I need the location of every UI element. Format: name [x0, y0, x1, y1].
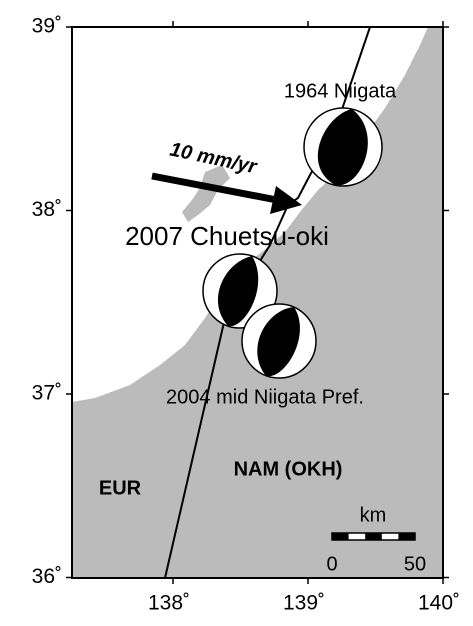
lat-tick-label: 39˚: [32, 15, 62, 38]
label: 2004 mid Niigata Pref.: [166, 386, 364, 408]
velocity-arrow: [151, 172, 283, 205]
lon-tick-label: 138˚: [148, 592, 190, 615]
scale-label: 0: [326, 553, 337, 575]
label: NAM (OKH): [234, 458, 343, 480]
lat-tick-label: 36˚: [32, 565, 62, 588]
lat-tick-label: 38˚: [32, 198, 62, 221]
lon-tick-label: 139˚: [283, 592, 325, 615]
sado-island: [182, 165, 230, 222]
lat-tick-label: 37˚: [32, 382, 62, 405]
scale-bar: [331, 532, 416, 541]
map-area: [72, 27, 443, 578]
beachball: [303, 107, 383, 187]
label: EUR: [99, 477, 142, 499]
scale-label: 50: [404, 553, 426, 575]
arrow-head: [270, 186, 302, 214]
lon-tick-label: 140˚: [418, 592, 460, 615]
label: 1964 Niigata: [284, 80, 397, 102]
beachball: [241, 303, 317, 379]
scale-unit: km: [360, 504, 387, 526]
frame: [71, 26, 444, 579]
label: 2007 Chuetsu-oki: [125, 221, 329, 251]
